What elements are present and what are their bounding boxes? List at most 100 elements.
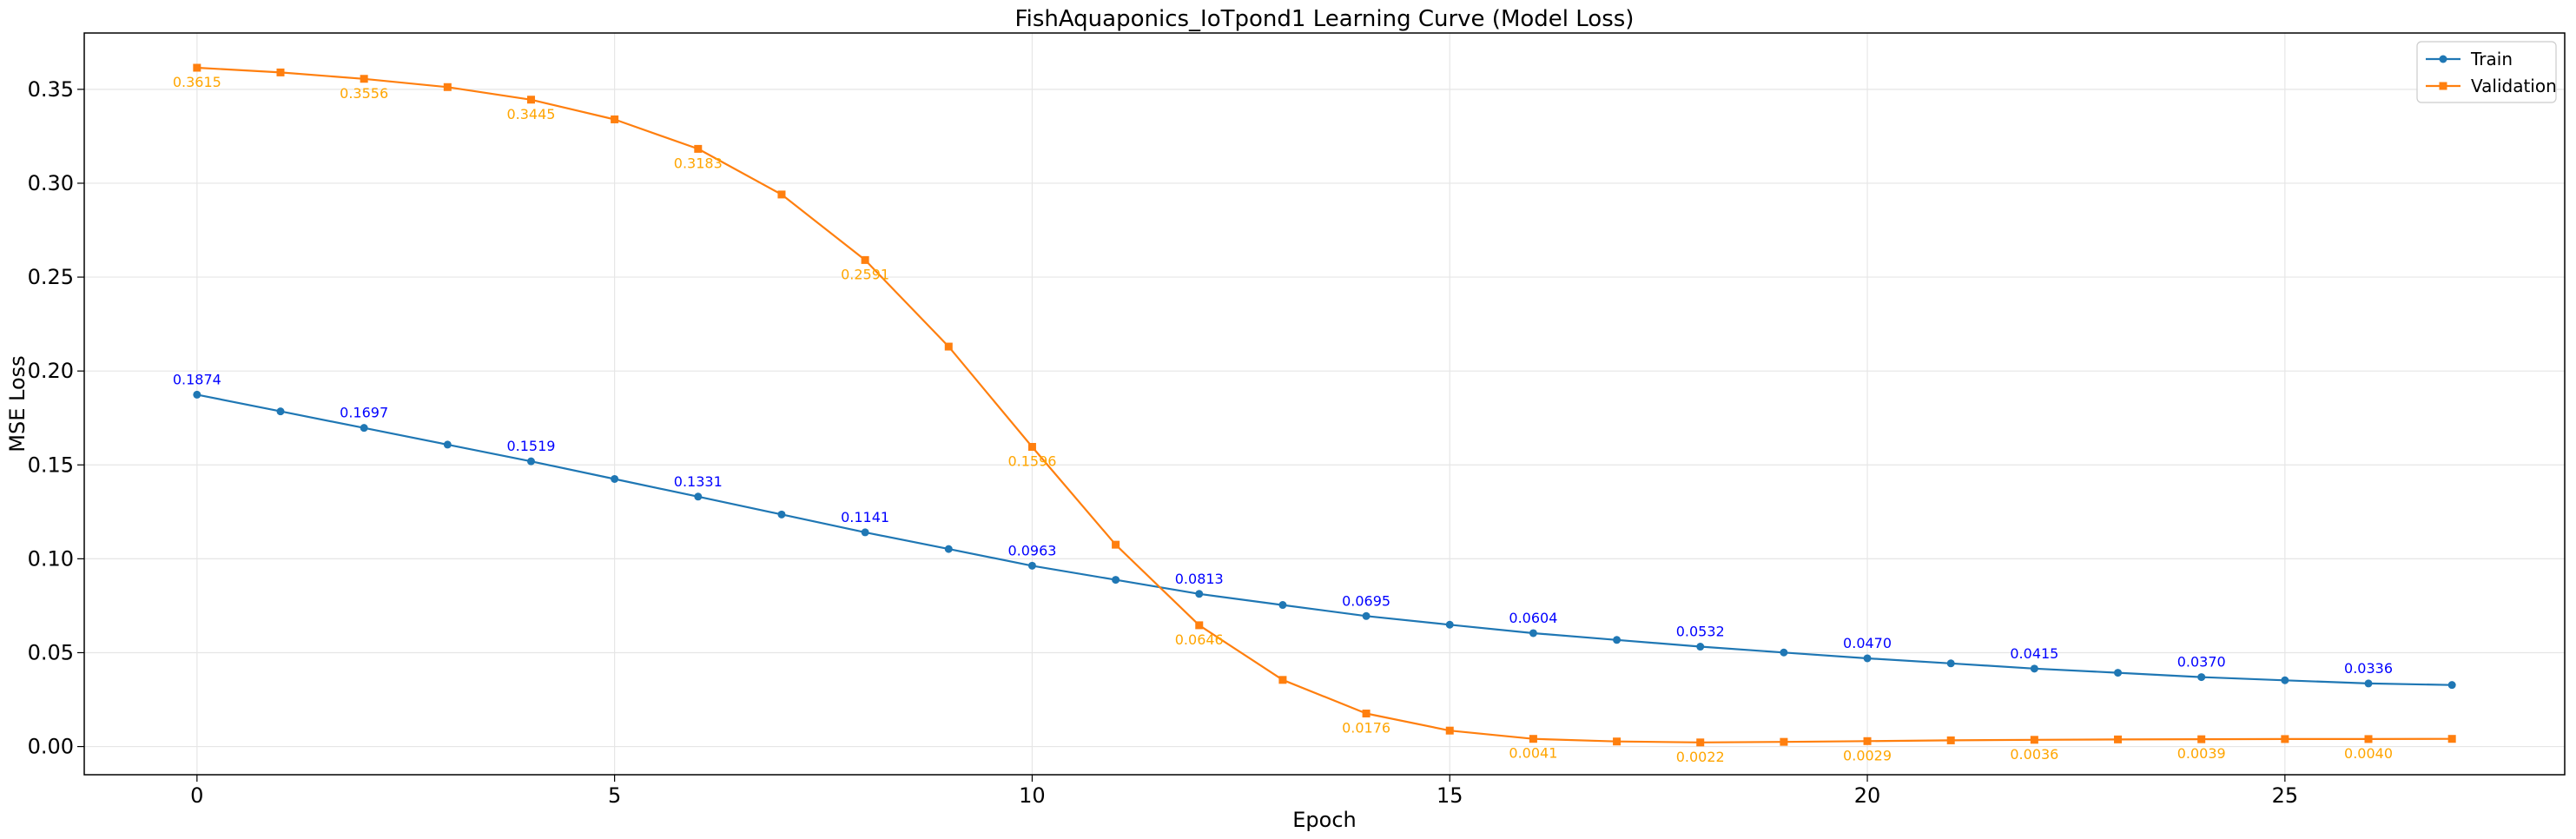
train-data-label: 0.1519	[506, 438, 555, 454]
train-point	[360, 424, 368, 433]
validation-point	[443, 83, 452, 91]
train-data-label: 0.1874	[173, 371, 221, 387]
x-axis-label: Epoch	[1292, 808, 1357, 832]
validation-point	[2281, 735, 2289, 743]
ticks: 0 5 10 15 20 25 0.00 0.05 0.10 0.15 0.20 0.25 0.30 0.…	[28, 77, 2299, 808]
validation-point	[1529, 735, 1537, 743]
validation-point	[1445, 726, 1454, 735]
train-point	[193, 390, 201, 399]
validation-data-label: 0.0176	[1342, 720, 1390, 737]
validation-point	[1195, 621, 1204, 630]
validation-point	[611, 115, 619, 123]
validation-point	[526, 96, 535, 104]
train-point	[1696, 643, 1705, 651]
validation-point	[2364, 735, 2373, 743]
train-data-label: 0.1697	[340, 405, 388, 421]
train-legend-label: Train	[2470, 49, 2513, 69]
validation-point	[1946, 736, 1955, 744]
plot-frame	[83, 32, 2566, 776]
validation-data-label: 0.0036	[2010, 746, 2058, 763]
validation-point	[1362, 710, 1371, 718]
train-point	[1863, 654, 1872, 663]
validation-point	[944, 342, 953, 351]
train-data-label: 0.0604	[1509, 610, 1557, 626]
y-tick-label: 0.30	[28, 171, 74, 195]
grid	[84, 33, 2565, 775]
y-axis-label: MSE Loss	[5, 355, 30, 452]
train-point	[777, 510, 786, 519]
y-tick-label: 0.25	[28, 265, 74, 289]
train-data-label: 0.0415	[2010, 645, 2058, 662]
train-point	[2030, 664, 2038, 673]
validation-data-label: 0.3615	[173, 74, 221, 90]
train-data-label: 0.0813	[1175, 571, 1224, 587]
validation-data-label: 0.0029	[1843, 747, 1892, 763]
validation-point	[1780, 737, 1788, 746]
validation-data-label: 0.0040	[2344, 745, 2393, 762]
train-point	[443, 440, 452, 449]
train-data-label: 0.0532	[1676, 624, 1725, 640]
chart-title: FishAquaponics_IoTpond1 Learning Curve (…	[1015, 6, 1635, 32]
legend: Train Validation	[2416, 41, 2557, 103]
train-point	[1445, 620, 1454, 629]
x-tick-label: 25	[2272, 783, 2299, 808]
validation-data-label: 0.0039	[2177, 745, 2226, 762]
validation-data-label: 0.0041	[1509, 745, 1557, 762]
train-point	[1946, 659, 1955, 668]
train-point	[2447, 681, 2456, 690]
legend-box	[2416, 41, 2557, 103]
y-tick-label: 0.20	[28, 359, 74, 383]
validation-point	[861, 255, 869, 264]
train-point	[1362, 611, 1371, 620]
y-tick-label: 0.10	[28, 546, 74, 571]
validation-point	[1613, 737, 1622, 746]
validation-point	[777, 190, 786, 199]
validation-point	[193, 63, 201, 72]
validation-point	[1027, 443, 1036, 452]
validation-point	[1863, 737, 1872, 745]
train-data-label: 0.1141	[841, 509, 889, 525]
train-point	[2114, 669, 2123, 677]
validation-data-label: 0.0646	[1175, 631, 1224, 648]
train-point	[2364, 679, 2373, 688]
annotation-layer: 0.1874 0.1697 0.1519 0.1331 0.1141 0.0963 0.08…	[173, 74, 2393, 765]
validation-point	[694, 144, 703, 153]
train-data-label: 0.0370	[2177, 654, 2226, 671]
validation-legend-label: Validation	[2471, 76, 2557, 96]
series-layer	[193, 63, 2456, 747]
train-data-label: 0.1331	[674, 473, 723, 490]
validation-point	[1696, 738, 1705, 747]
train-point	[1112, 576, 1120, 585]
validation-point	[1112, 540, 1120, 549]
validation-data-label: 0.0022	[1676, 749, 1725, 765]
validation-point	[2030, 736, 2038, 744]
train-point	[1195, 590, 1204, 598]
validation-point	[360, 75, 368, 83]
validation-point	[2197, 735, 2206, 743]
validation-data-label: 0.1596	[1007, 453, 1056, 470]
train-point	[1529, 629, 1537, 638]
train-point	[276, 407, 285, 416]
validation-data-label: 0.2591	[841, 266, 889, 282]
y-tick-label: 0.00	[28, 735, 74, 759]
x-tick-label: 15	[1437, 783, 1463, 808]
validation-point	[276, 68, 285, 76]
y-tick-label: 0.15	[28, 453, 74, 477]
validation-data-label: 0.3556	[340, 85, 388, 102]
train-point	[694, 492, 703, 501]
validation-data-label: 0.3183	[674, 155, 723, 171]
train-point	[1278, 601, 1287, 610]
x-tick-label: 20	[1854, 783, 1881, 808]
train-legend-marker	[2439, 55, 2447, 63]
train-data-label: 0.0470	[1843, 635, 1892, 651]
validation-point	[2447, 735, 2456, 743]
train-point	[1613, 636, 1622, 644]
train-data-label: 0.0963	[1007, 542, 1056, 558]
x-tick-label: 5	[608, 783, 621, 808]
x-tick-label: 10	[1019, 783, 1046, 808]
train-point	[1780, 648, 1788, 657]
train-point	[2281, 676, 2289, 684]
validation-series-line	[196, 66, 2453, 743]
